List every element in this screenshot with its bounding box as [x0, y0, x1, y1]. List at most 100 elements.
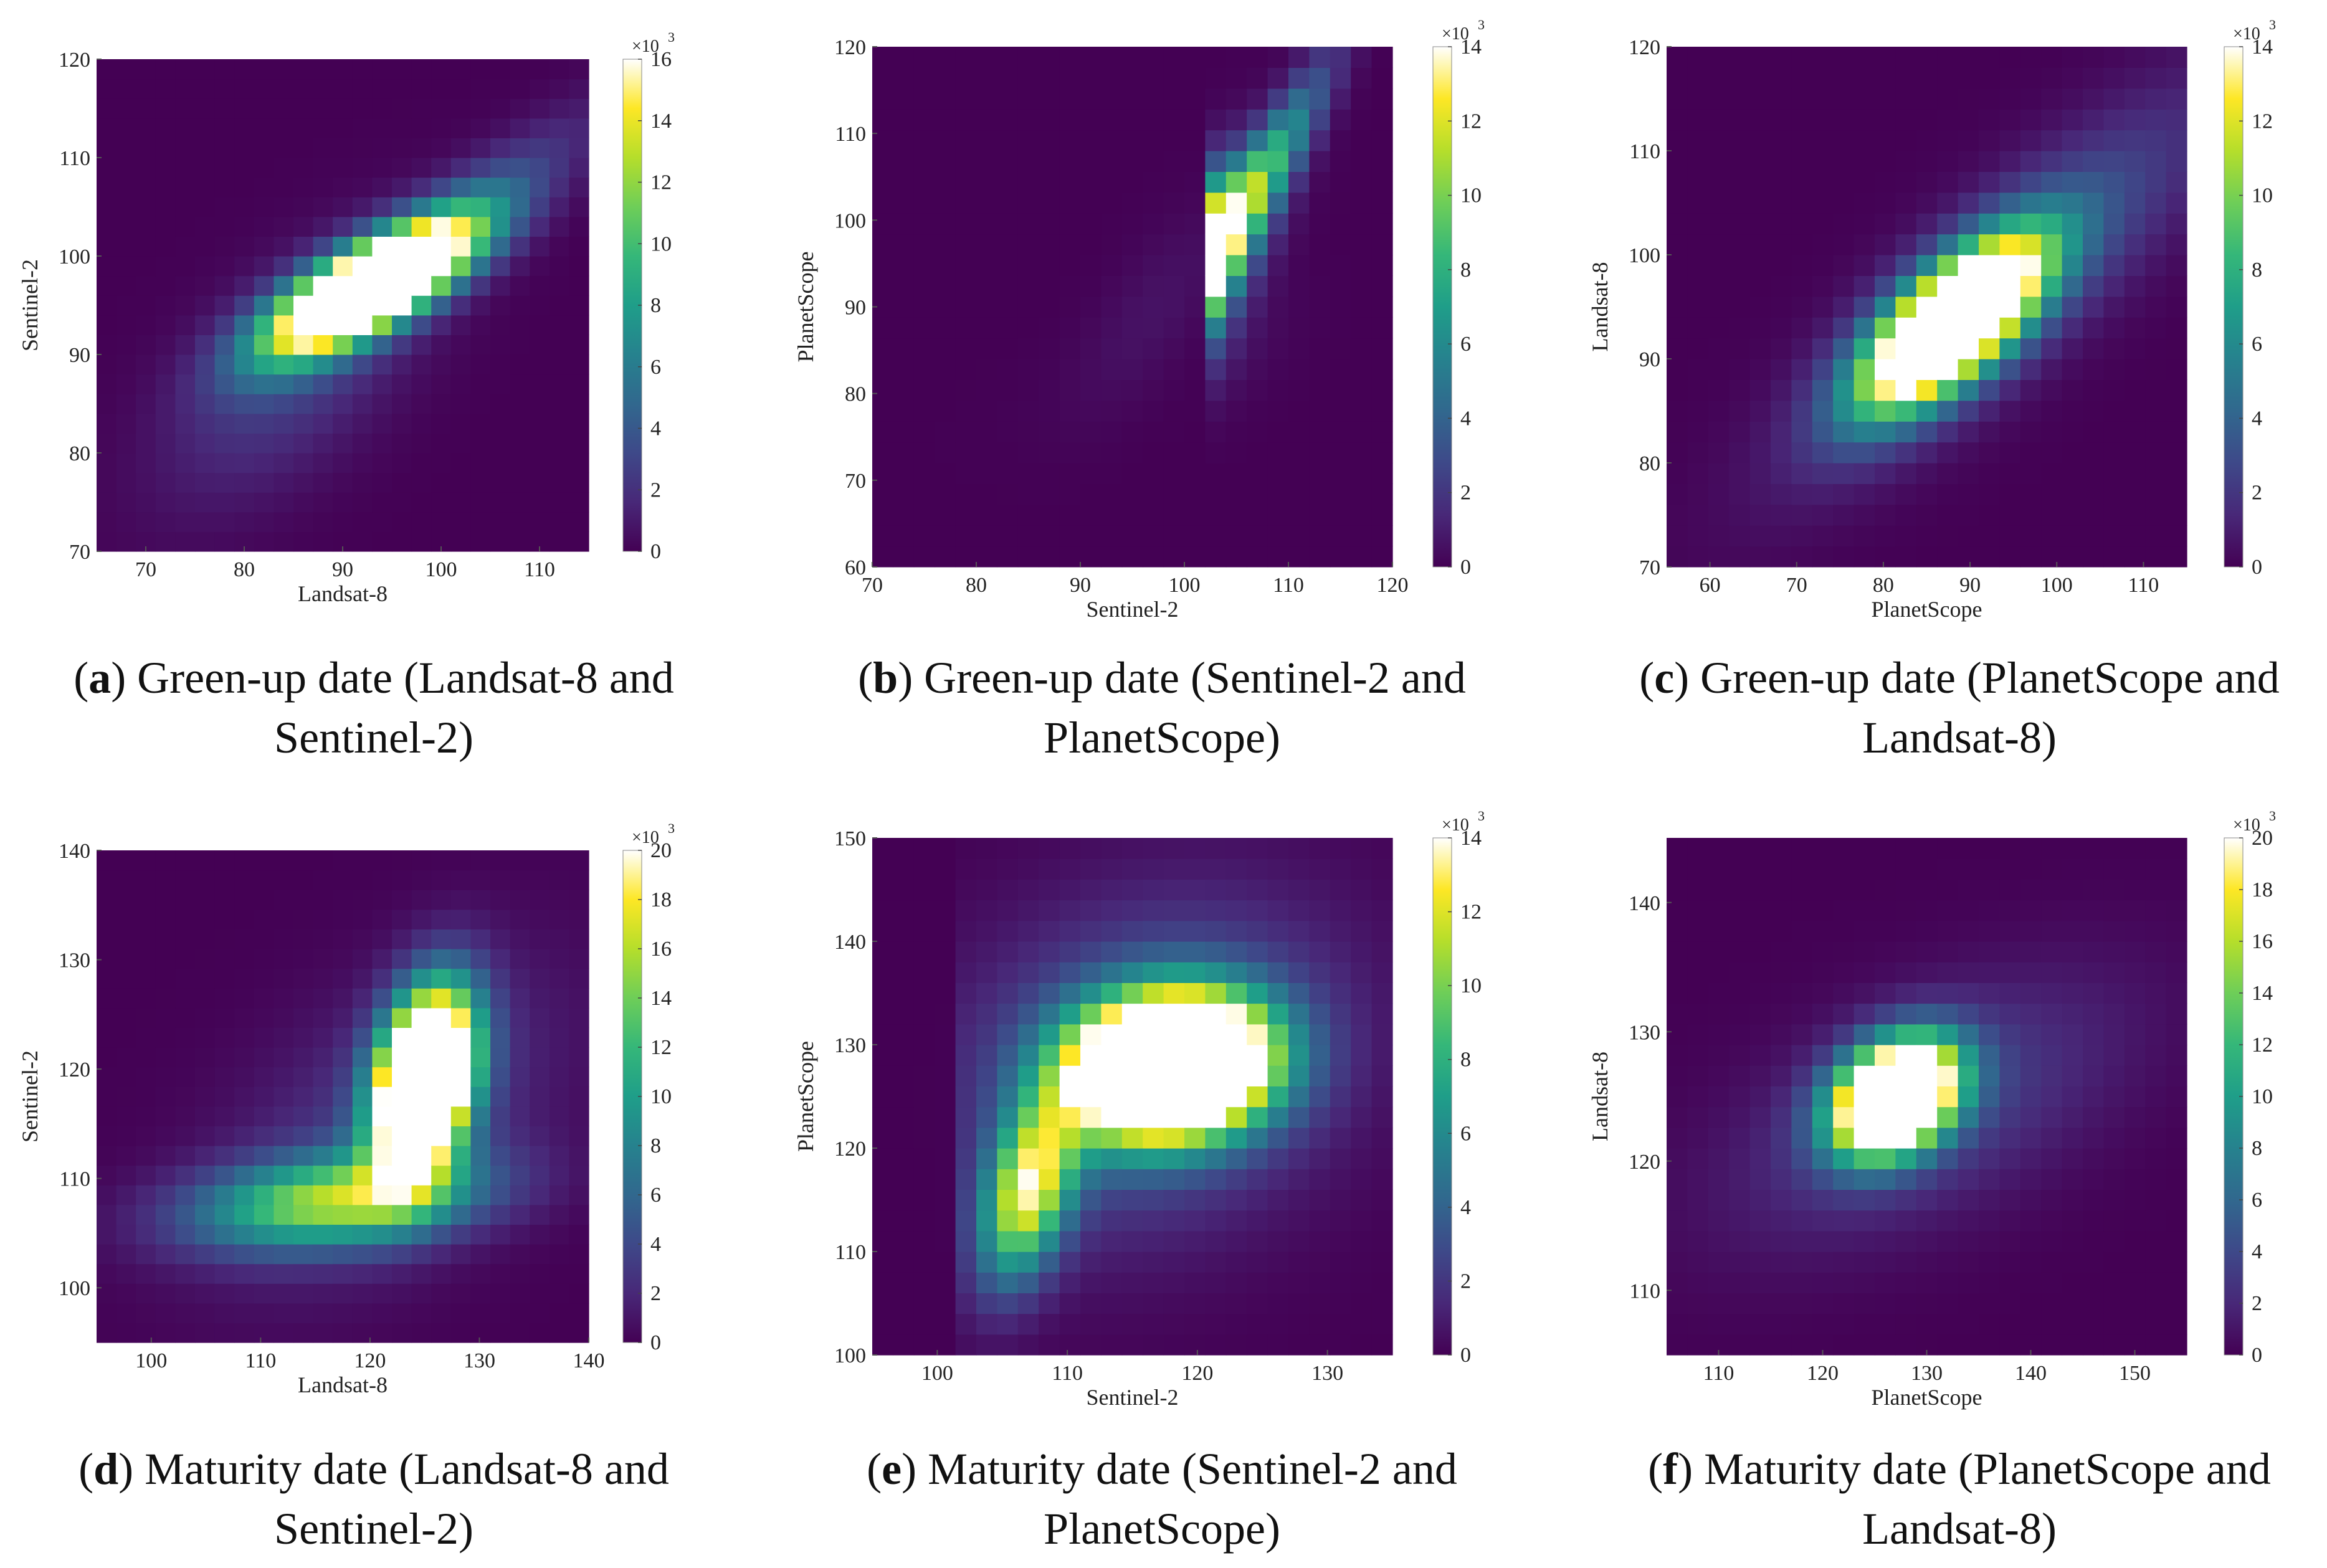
heatmap-cell [195, 1165, 216, 1186]
heatmap-cell [392, 1204, 412, 1225]
heatmap-cell [2083, 88, 2104, 110]
heatmap-cell [2041, 982, 2063, 1004]
heatmap-cell [1999, 275, 2021, 297]
heatmap-cell [1916, 1045, 1938, 1066]
heatmap-cell [214, 890, 235, 910]
heatmap-cell [450, 1067, 471, 1087]
heatmap-cell [155, 453, 176, 473]
heatmap-cell [195, 335, 216, 355]
heatmap-cell [2083, 1272, 2104, 1293]
heatmap-cell [1309, 525, 1331, 547]
heatmap-cell [1039, 275, 1060, 297]
heatmap-cell [1371, 234, 1393, 255]
heatmap-cell [913, 67, 935, 89]
heatmap-cell [935, 900, 956, 921]
heatmap-cell [116, 138, 136, 158]
heatmap-cell [392, 1244, 412, 1265]
heatmap-cell [1812, 920, 1834, 942]
heatmap-cell [470, 1007, 491, 1028]
heatmap-cell [392, 909, 412, 929]
heatmap-cell [530, 374, 550, 394]
heatmap-cell [214, 1204, 235, 1225]
heatmap-cell [155, 1007, 176, 1028]
heatmap-cell [1163, 275, 1185, 297]
heatmap-cell [1309, 109, 1331, 131]
heatmap-cell [2103, 962, 2125, 983]
heatmap-cell [1895, 962, 1917, 983]
heatmap-cell [431, 988, 452, 1009]
heatmap-cell [490, 968, 511, 989]
heatmap-cell [1039, 858, 1060, 880]
heatmap-cell [1979, 192, 2000, 214]
heatmap-cell [1729, 296, 1751, 318]
heatmap-cell [372, 1126, 393, 1146]
heatmap-cell [352, 98, 373, 119]
heatmap-cell [872, 838, 893, 859]
heatmap-cell [2103, 838, 2125, 859]
heatmap-cell [1812, 1003, 1834, 1025]
heatmap-cell [510, 216, 530, 237]
heatmap-cell [175, 295, 196, 316]
heatmap-cell [1163, 1313, 1185, 1335]
heatmap-cell [872, 546, 893, 568]
heatmap-cell [1771, 962, 1792, 983]
heatmap-cell [175, 453, 196, 473]
heatmap-cell [2124, 525, 2146, 547]
heatmap-cell [97, 472, 117, 493]
heatmap-cell [392, 1067, 412, 1087]
heatmap-cell [2166, 275, 2187, 297]
heatmap-cell [2124, 1189, 2146, 1211]
heatmap-cell [1017, 1024, 1039, 1045]
heatmap-cell [1749, 962, 1771, 983]
heatmap-cell [1979, 941, 2000, 962]
heatmap-cell [893, 1127, 915, 1149]
heatmap-cell [1351, 1293, 1373, 1314]
heatmap-cell [254, 197, 274, 217]
heatmap-cell [450, 98, 471, 119]
heatmap-cell [1749, 234, 1771, 255]
heatmap-cell [1729, 1065, 1751, 1086]
heatmap-cell [1205, 47, 1227, 68]
heatmap-cell [392, 1283, 412, 1304]
heatmap-cell [2103, 275, 2125, 297]
heatmap-cell [2041, 1313, 2063, 1335]
heatmap-cell [1791, 982, 1813, 1004]
heatmap-cell [1791, 1189, 1813, 1211]
heatmap-cell [313, 1146, 333, 1166]
heatmap-cell [1895, 1065, 1917, 1086]
heatmap-cell [1895, 525, 1917, 547]
heatmap-cell [1330, 1065, 1351, 1086]
heatmap-cell [97, 511, 117, 532]
heatmap-cell [1687, 171, 1709, 193]
heatmap-cell [2062, 1169, 2083, 1190]
heatmap-cell [872, 1045, 893, 1066]
heatmap-cell [431, 1303, 452, 1323]
heatmap-cell [1101, 1272, 1123, 1293]
heatmap-cell [1080, 359, 1102, 380]
heatmap-cell [1999, 1334, 2021, 1356]
heatmap-cell [1267, 234, 1289, 255]
heatmap-cell [1371, 1189, 1393, 1211]
heatmap-cell [935, 1189, 956, 1211]
heatmap-cell [136, 335, 156, 355]
heatmap-cell [1979, 275, 2000, 297]
heatmap-cell [1999, 442, 2021, 463]
heatmap-cell [1667, 1210, 1688, 1232]
heatmap-cell [1999, 1045, 2021, 1066]
heatmap-cell [549, 1263, 569, 1284]
heatmap-cell [1080, 213, 1102, 235]
heatmap-cell [1225, 1045, 1247, 1066]
heatmap-cell [490, 138, 511, 158]
heatmap-cell [1017, 1127, 1039, 1149]
heatmap-cell [392, 413, 412, 434]
heatmap-cell [214, 492, 235, 513]
heatmap-cell [1205, 1065, 1227, 1086]
heatmap-cell [1999, 359, 2021, 380]
heatmap-cell [955, 1293, 977, 1314]
heatmap-cell [1017, 67, 1039, 89]
heatmap-cell [254, 492, 274, 513]
heatmap-cell [1205, 275, 1227, 297]
heatmap-cell [2062, 900, 2083, 921]
heatmap-cell [2041, 504, 2063, 526]
heatmap-cell [913, 483, 935, 505]
